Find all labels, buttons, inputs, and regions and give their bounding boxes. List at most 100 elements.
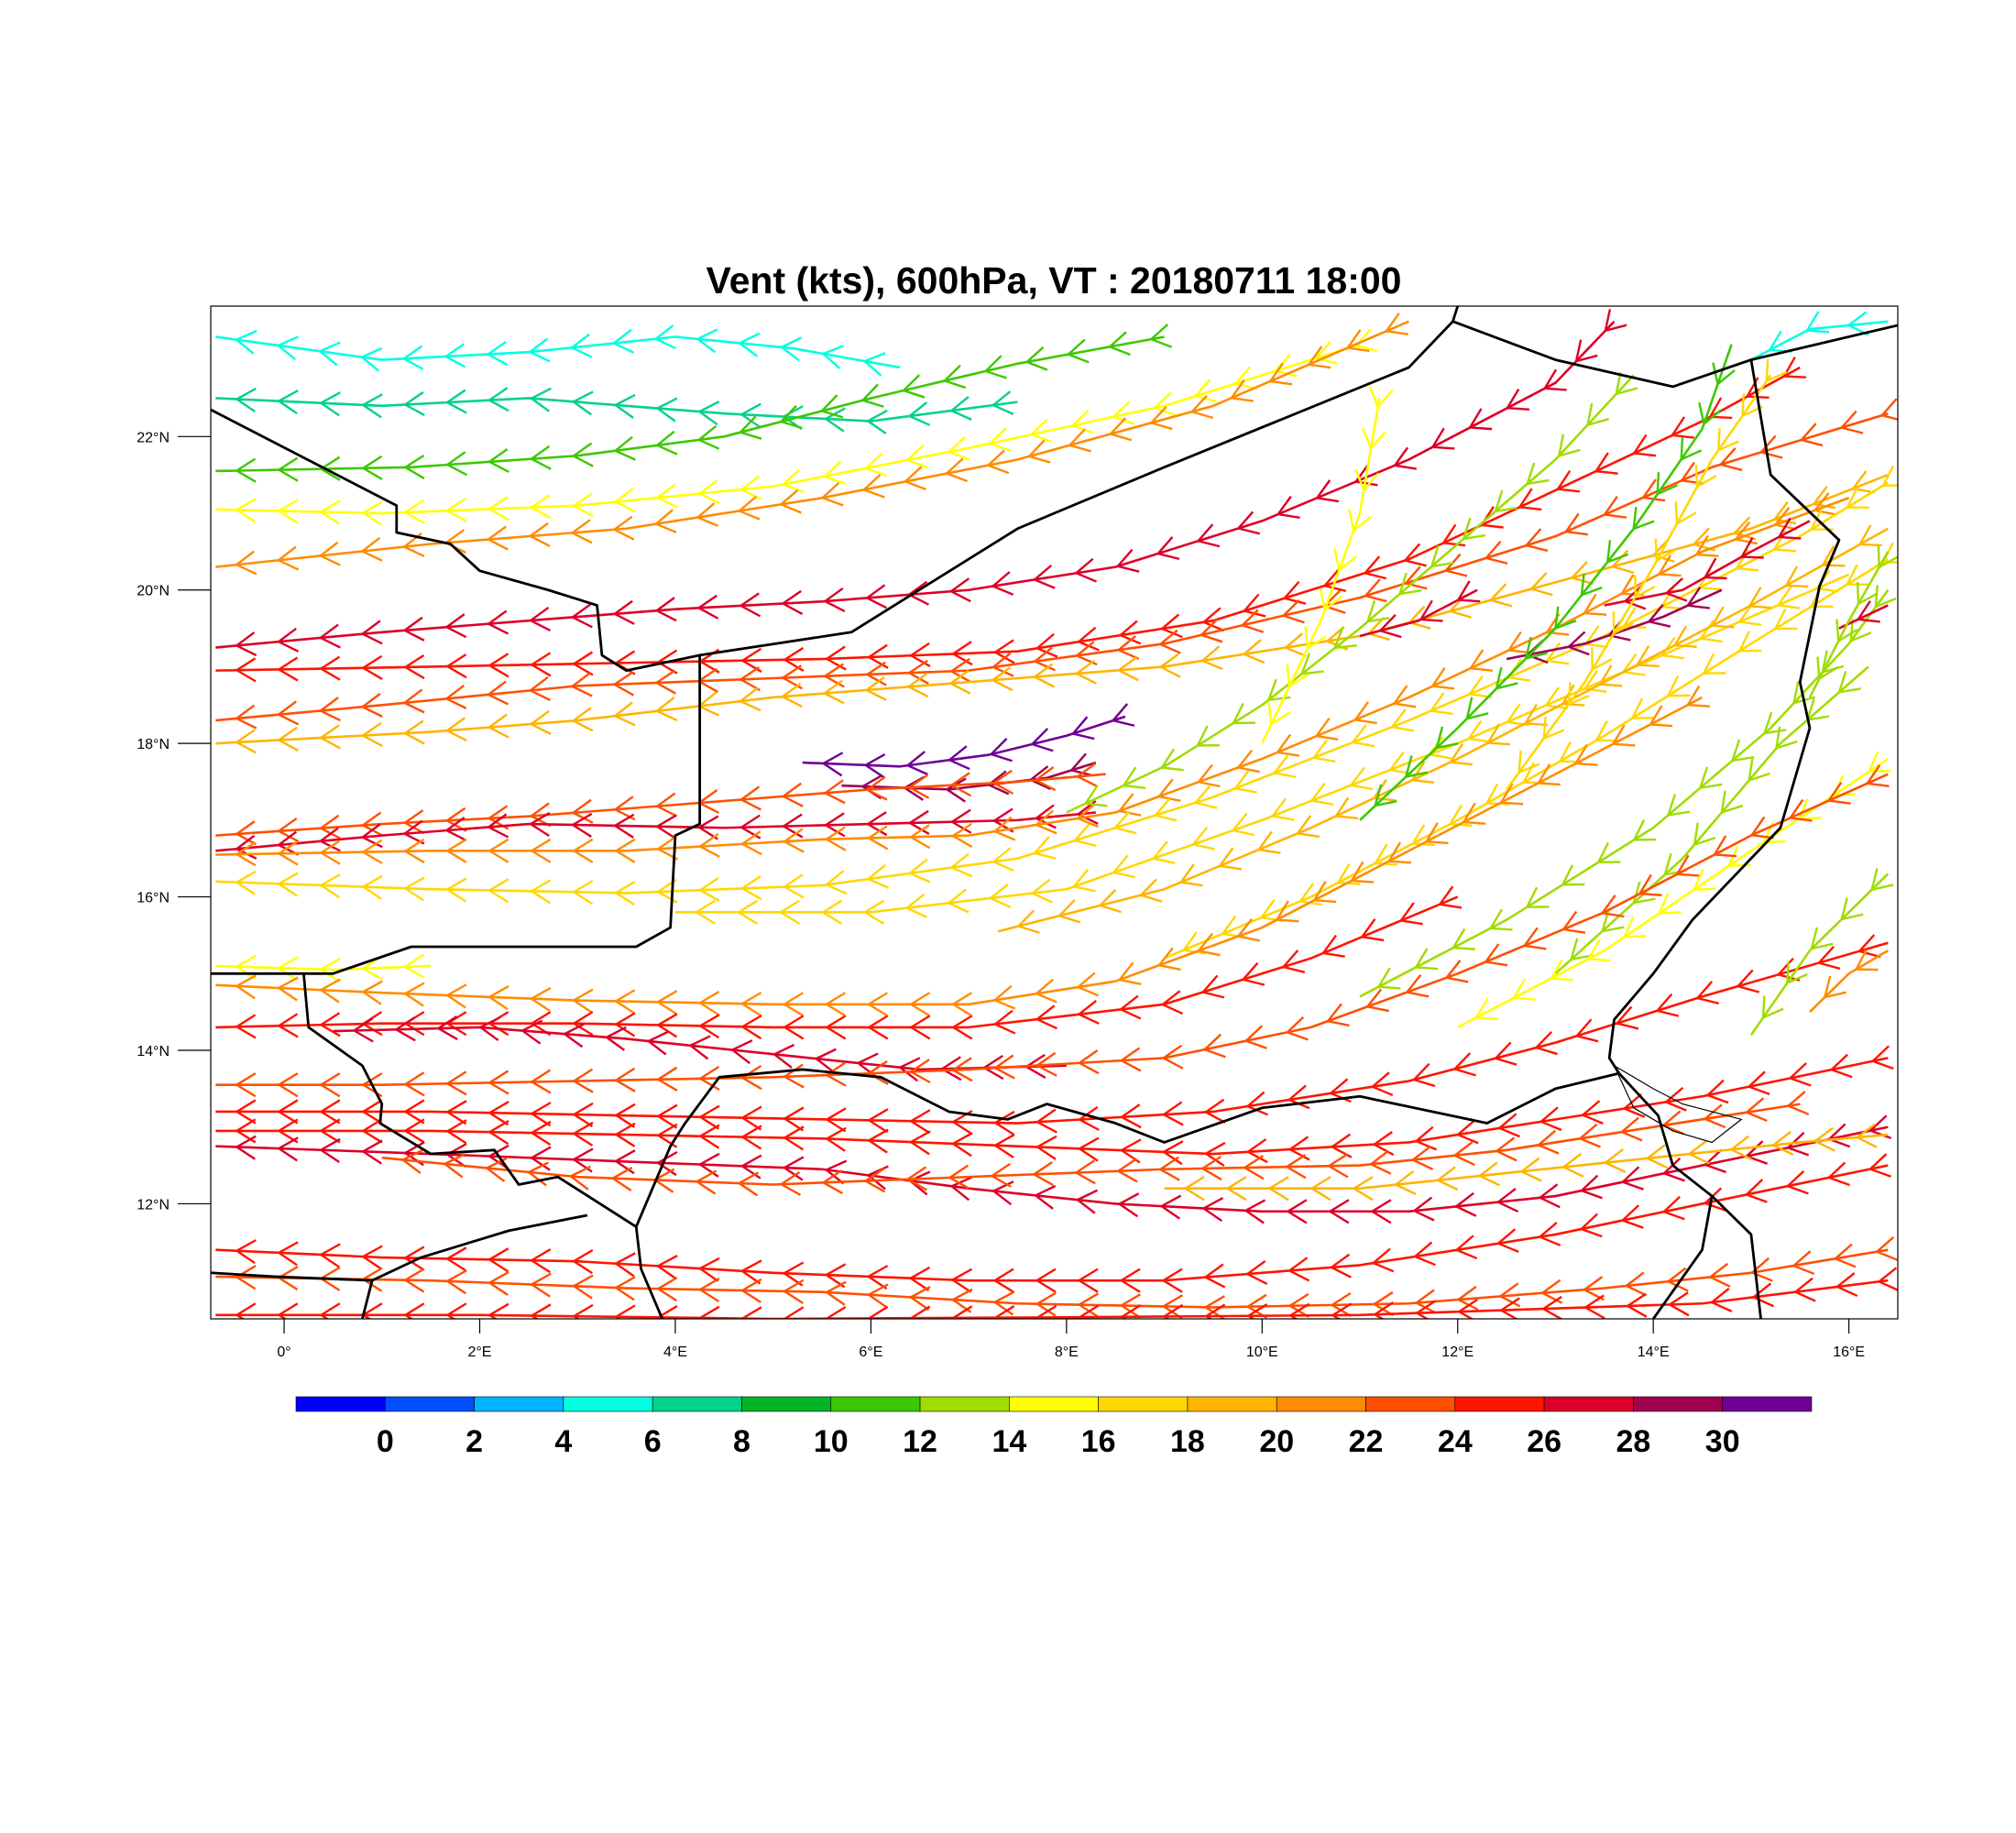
wind-barb bbox=[1374, 784, 1397, 807]
wind-barb bbox=[1468, 649, 1493, 672]
wind-barb bbox=[950, 1268, 973, 1293]
wind-barb bbox=[1496, 1188, 1519, 1213]
wind-streamline bbox=[215, 964, 432, 971]
wind-barb bbox=[318, 391, 341, 417]
wind-barb bbox=[1785, 1169, 1809, 1195]
wind-barb bbox=[1786, 1091, 1810, 1115]
wind-barb bbox=[1245, 1091, 1269, 1116]
wind-streamline bbox=[215, 1248, 1889, 1309]
wind-barb bbox=[1635, 645, 1660, 668]
wind-barb bbox=[1744, 1097, 1768, 1123]
wind-barb bbox=[488, 838, 509, 863]
wind-barb bbox=[1372, 1291, 1394, 1317]
wind-barb bbox=[1116, 656, 1139, 682]
wind-barb bbox=[1236, 749, 1260, 774]
colorbar-label: 28 bbox=[1616, 1424, 1650, 1459]
wind-barb bbox=[694, 899, 717, 925]
wind-barb bbox=[1077, 1049, 1100, 1075]
wind-barb bbox=[1645, 1144, 1669, 1169]
wind-barb bbox=[1162, 1303, 1184, 1319]
wind-barb bbox=[1870, 1045, 1894, 1070]
wind-barb bbox=[1544, 686, 1569, 710]
wind-barb bbox=[696, 424, 720, 450]
wind-barb bbox=[571, 1248, 594, 1275]
wind-barb bbox=[1074, 659, 1097, 685]
wind-barb bbox=[1702, 653, 1726, 675]
wind-barb bbox=[612, 515, 635, 541]
wind-barb bbox=[1555, 469, 1581, 493]
wind-barb bbox=[866, 1108, 889, 1134]
lat-tick-label: 20°N bbox=[137, 584, 170, 599]
country-borders bbox=[211, 306, 1898, 1319]
wind-barb bbox=[1454, 1235, 1478, 1260]
wind-barb bbox=[907, 774, 930, 799]
wind-barb bbox=[1384, 312, 1408, 335]
wind-barb bbox=[821, 1169, 844, 1195]
wind-barb bbox=[1484, 943, 1508, 967]
wind-barb bbox=[1594, 720, 1619, 742]
wind-barb bbox=[1183, 1176, 1205, 1202]
wind-barb bbox=[1034, 804, 1057, 829]
wind-barb bbox=[1574, 1018, 1599, 1043]
wind-barb bbox=[1867, 751, 1891, 774]
wind-barb bbox=[402, 809, 425, 835]
wind-barb bbox=[1739, 537, 1764, 559]
wind-barb bbox=[1748, 587, 1772, 609]
wind-barb bbox=[1712, 835, 1737, 858]
wind-barb bbox=[1161, 1268, 1183, 1293]
wind-barb bbox=[779, 336, 803, 362]
wind-barb bbox=[1016, 909, 1040, 934]
wind-barb bbox=[1813, 1126, 1835, 1152]
wind-barb bbox=[782, 828, 805, 853]
wind-barb bbox=[1647, 604, 1671, 628]
wind-barb bbox=[865, 775, 888, 801]
wind-barb bbox=[1667, 1291, 1690, 1317]
wind-barb bbox=[1287, 1257, 1310, 1282]
wind-barb bbox=[529, 445, 552, 470]
country-border bbox=[1711, 1195, 1762, 1319]
country-border bbox=[634, 1068, 1620, 1228]
wind-barb bbox=[445, 653, 467, 679]
wind-barb bbox=[234, 820, 257, 846]
wind-barb bbox=[1285, 1015, 1309, 1041]
wind-barb bbox=[1799, 423, 1824, 447]
wind-barb bbox=[613, 1012, 636, 1037]
wind-barb bbox=[1528, 572, 1553, 597]
wind-barb bbox=[1116, 635, 1140, 660]
wind-barb bbox=[1352, 1176, 1374, 1202]
wind-barb bbox=[992, 769, 1014, 795]
wind-barb bbox=[1525, 886, 1550, 908]
wind-barb bbox=[1365, 988, 1390, 1013]
wind-barb bbox=[276, 830, 300, 856]
wind-barb bbox=[1201, 1196, 1224, 1223]
wind-barb bbox=[402, 876, 425, 902]
wind-barb bbox=[1281, 949, 1306, 974]
colorbar-swatch bbox=[295, 1396, 386, 1412]
wind-barb bbox=[486, 813, 509, 839]
wind-barb bbox=[1350, 861, 1375, 884]
wind-barb bbox=[1390, 708, 1415, 732]
wind-barb bbox=[569, 333, 593, 358]
wind-barb bbox=[992, 816, 1016, 841]
wind-barb bbox=[1536, 1129, 1560, 1155]
wind-barb bbox=[1443, 553, 1468, 577]
wind-barb bbox=[1071, 868, 1096, 893]
wind-streamline bbox=[1359, 588, 1890, 998]
wind-barb bbox=[318, 623, 341, 649]
wind-barb bbox=[949, 772, 972, 797]
wind-barb bbox=[944, 457, 969, 483]
wind-barb bbox=[1493, 1041, 1517, 1066]
wind-barb bbox=[907, 401, 931, 426]
wind-barb bbox=[1654, 538, 1677, 563]
wind-barb bbox=[1718, 447, 1743, 472]
wind-barb bbox=[276, 976, 299, 1002]
wind-barb bbox=[402, 982, 425, 1007]
colorbar-label: 18 bbox=[1170, 1424, 1205, 1459]
wind-barb bbox=[949, 396, 972, 421]
wind-barb bbox=[1035, 1268, 1057, 1293]
colorbar-label: 30 bbox=[1705, 1424, 1740, 1459]
wind-barb bbox=[276, 545, 300, 571]
wind-barb bbox=[235, 457, 257, 483]
wind-barb bbox=[1077, 999, 1100, 1025]
